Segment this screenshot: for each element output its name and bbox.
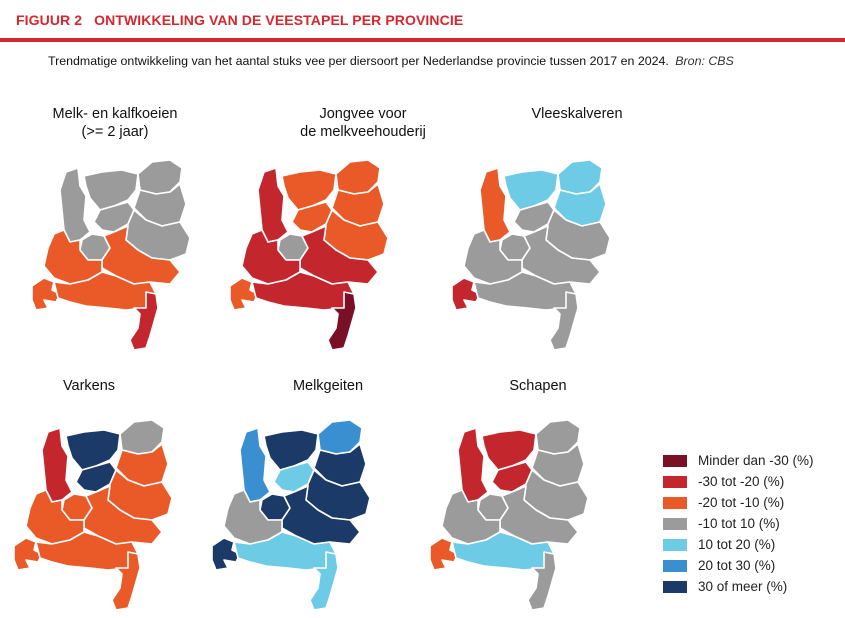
map-title-line1: Schapen (509, 378, 567, 394)
province-friesland (481, 429, 537, 471)
map-title-jongvee: Jongvee voor de melkveehouderij (278, 105, 448, 141)
province-limburg (549, 291, 579, 350)
legend-item: 10 tot 20 (%) (663, 534, 814, 555)
province-zuid-holland (25, 489, 85, 545)
legend: Minder dan -30 (%) -30 tot -20 (%) -20 t… (663, 450, 814, 597)
legend-swatch (663, 454, 687, 467)
province-zeeland (229, 277, 259, 311)
header-divider (0, 38, 845, 42)
province-noord-holland (59, 167, 91, 243)
province-friesland (65, 429, 121, 471)
map-title-line1: Vleeskalveren (531, 106, 623, 122)
map-title-line1: Melkgeiten (292, 378, 364, 394)
province-zuid-holland (223, 489, 283, 545)
legend-item: 30 of meer (%) (663, 576, 814, 597)
legend-label: -10 tot 10 (%) (698, 516, 780, 531)
province-limburg (111, 551, 141, 610)
province-zeeland (31, 277, 61, 311)
province-map (229, 159, 389, 350)
province-zuid-holland (241, 229, 301, 285)
legend-label: 10 tot 20 (%) (698, 537, 776, 552)
province-map (211, 419, 371, 610)
province-zeeland (429, 537, 459, 571)
province-friesland (281, 169, 337, 211)
legend-item: 20 tot 30 (%) (663, 555, 814, 576)
subtitle-text: Trendmatige ontwikkeling van het aantal … (48, 54, 669, 68)
figure-heading: ONTWIKKELING VAN DE VEESTAPEL PER PROVIN… (94, 12, 464, 28)
province-map (429, 419, 589, 610)
legend-swatch (663, 580, 687, 593)
province-friesland (83, 169, 139, 211)
legend-label: Minder dan -30 (%) (698, 453, 814, 468)
province-friesland (263, 429, 319, 471)
legend-label: -30 tot -20 (%) (698, 474, 785, 489)
province-zeeland (13, 537, 43, 571)
legend-swatch (663, 538, 687, 551)
province-friesland (503, 169, 559, 211)
map-title-line2: (>= 2 jaar) (81, 124, 149, 140)
legend-label: 20 tot 30 (%) (698, 558, 776, 573)
map-title-melkgeiten: Melkgeiten (243, 377, 413, 395)
figure-number: FIGUUR 2 (16, 12, 83, 28)
province-zuid-holland (43, 229, 103, 285)
province-noord-holland (41, 427, 73, 503)
map-title-schapen: Schapen (453, 377, 623, 395)
province-map (13, 419, 173, 610)
province-noord-holland (457, 427, 489, 503)
province-noord-holland (479, 167, 511, 243)
province-zeeland (211, 537, 241, 571)
map-title-varkens: Varkens (4, 377, 174, 395)
province-map (31, 159, 191, 350)
province-noord-holland (257, 167, 289, 243)
legend-swatch (663, 475, 687, 488)
legend-item: -20 tot -10 (%) (663, 492, 814, 513)
province-limburg (309, 551, 339, 610)
map-title-melkkoeien: Melk- en kalfkoeien (>= 2 jaar) (30, 105, 200, 141)
legend-swatch (663, 496, 687, 509)
map-title-line1: Varkens (62, 378, 116, 394)
legend-item: -10 tot 10 (%) (663, 513, 814, 534)
map-title-line1: Jongvee voor (319, 106, 407, 122)
map-title-line2: de melkveehouderij (300, 124, 426, 140)
map-title-line1: Melk- en kalfkoeien (52, 106, 178, 122)
province-zuid-holland (463, 229, 523, 285)
legend-swatch (663, 517, 687, 530)
province-limburg (129, 291, 159, 350)
legend-label: 30 of meer (%) (698, 579, 788, 594)
legend-swatch (663, 559, 687, 572)
figure-subtitle: Trendmatige ontwikkeling van het aantal … (48, 54, 734, 68)
province-zeeland (451, 277, 481, 311)
figure-title: FIGUUR 2 ONTWIKKELING VAN DE VEESTAPEL P… (16, 12, 463, 28)
source-text: Bron: CBS (675, 54, 734, 68)
province-limburg (327, 291, 357, 350)
legend-item: -30 tot -20 (%) (663, 471, 814, 492)
map-title-vleeskalveren: Vleeskalveren (492, 105, 662, 123)
legend-label: -20 tot -10 (%) (698, 495, 785, 510)
province-noord-holland (239, 427, 271, 503)
province-limburg (527, 551, 557, 610)
province-zuid-holland (441, 489, 501, 545)
legend-item: Minder dan -30 (%) (663, 450, 814, 471)
province-map (451, 159, 611, 350)
